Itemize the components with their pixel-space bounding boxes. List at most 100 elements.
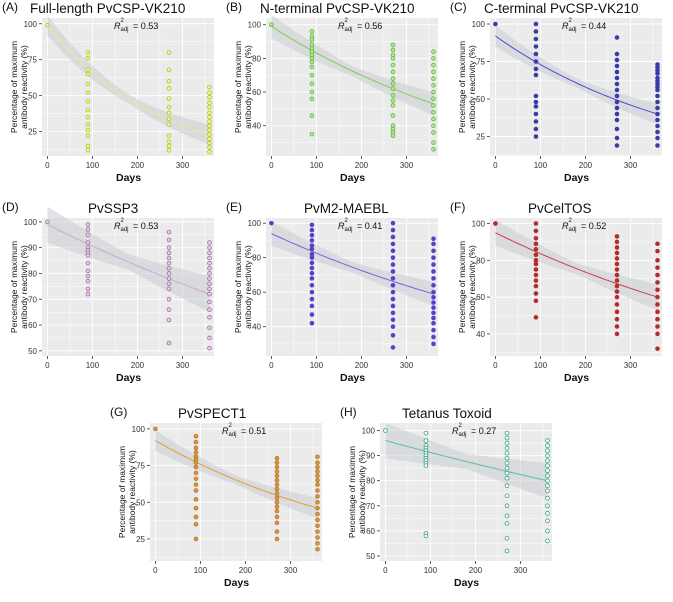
data-point bbox=[274, 486, 280, 492]
data-point bbox=[207, 140, 212, 146]
r2-sub: adj bbox=[120, 226, 129, 233]
data-point bbox=[655, 272, 660, 278]
data-point bbox=[315, 464, 320, 470]
data-point bbox=[493, 21, 498, 27]
data-point bbox=[315, 517, 320, 523]
data-point bbox=[207, 110, 212, 116]
x-tick-label: 0 bbox=[45, 161, 50, 170]
data-point bbox=[614, 69, 620, 75]
data-point bbox=[193, 505, 199, 511]
data-point bbox=[207, 325, 212, 330]
data-point bbox=[533, 298, 539, 304]
y-axis-label-line1: Percentage of maximum bbox=[233, 40, 243, 134]
data-point bbox=[533, 272, 539, 278]
data-point bbox=[85, 143, 91, 149]
r2-value: 0.44 bbox=[588, 21, 607, 31]
data-point bbox=[545, 438, 550, 443]
data-point bbox=[166, 67, 172, 73]
data-point bbox=[423, 533, 429, 539]
y-tick-label: 60 bbox=[252, 88, 261, 97]
data-point bbox=[431, 69, 436, 75]
r2-value: 0.27 bbox=[478, 426, 497, 436]
y-axis-label: Percentage of maximum antibody reactivity… bbox=[117, 427, 139, 557]
data-point bbox=[614, 294, 620, 300]
x-tick-label: 300 bbox=[514, 566, 528, 575]
data-point bbox=[533, 44, 539, 49]
r2-eq: = bbox=[130, 21, 141, 31]
r2-annotation: R 2 adj = 0.52 bbox=[562, 218, 606, 233]
r2-eq: = bbox=[130, 221, 141, 231]
data-point bbox=[274, 514, 280, 520]
data-point bbox=[614, 135, 620, 141]
y-tick-label: 80 bbox=[252, 254, 261, 263]
r2-sub: adj bbox=[120, 26, 129, 33]
data-point bbox=[390, 62, 396, 68]
data-point bbox=[193, 488, 199, 493]
y-axis-label: Percentage of maximum antibody reactivity… bbox=[233, 22, 255, 152]
data-point bbox=[315, 541, 320, 546]
data-point bbox=[533, 93, 539, 99]
data-point bbox=[207, 255, 212, 261]
data-point bbox=[533, 252, 539, 258]
data-point bbox=[614, 331, 620, 337]
data-point bbox=[504, 435, 510, 441]
data-point bbox=[166, 110, 172, 116]
data-point bbox=[166, 143, 172, 149]
data-point bbox=[274, 477, 280, 483]
data-point bbox=[655, 287, 660, 293]
data-point bbox=[390, 133, 396, 139]
data-point bbox=[309, 246, 315, 252]
data-point bbox=[533, 221, 539, 226]
r2-annotation: R 2 adj = 0.27 bbox=[452, 423, 497, 438]
data-point bbox=[431, 315, 436, 321]
data-point bbox=[431, 262, 436, 267]
data-point bbox=[545, 503, 550, 509]
data-point bbox=[545, 495, 550, 501]
x-tick-label: 0 bbox=[45, 361, 50, 370]
data-point bbox=[533, 241, 539, 247]
r2-symbol: R bbox=[114, 221, 121, 231]
r2-annotation: R 2 adj = 0.41 bbox=[338, 218, 382, 233]
data-point bbox=[533, 72, 539, 78]
data-point bbox=[274, 464, 280, 470]
data-point bbox=[655, 294, 660, 300]
data-point bbox=[504, 536, 510, 541]
x-tick-label: 200 bbox=[131, 361, 145, 370]
chart-title: N-terminal PvCSP-VK210 bbox=[260, 1, 415, 16]
data-point bbox=[45, 22, 50, 28]
data-point bbox=[431, 300, 436, 305]
data-point bbox=[614, 267, 620, 272]
data-point bbox=[614, 302, 620, 307]
data-point bbox=[431, 289, 436, 295]
y-tick-label: 70 bbox=[28, 295, 37, 304]
fit-line bbox=[385, 440, 548, 482]
data-point bbox=[85, 99, 91, 104]
x-axis-label: Days bbox=[564, 372, 590, 384]
data-point bbox=[504, 450, 510, 456]
data-point bbox=[390, 269, 396, 274]
data-point bbox=[193, 536, 199, 542]
data-point bbox=[533, 99, 539, 105]
data-point bbox=[193, 433, 199, 439]
data-point bbox=[193, 445, 199, 451]
data-point bbox=[166, 50, 172, 55]
y-tick-label: 100 bbox=[24, 20, 38, 29]
data-point bbox=[655, 302, 660, 307]
y-tick-label: 25 bbox=[28, 128, 37, 137]
chart-title: PvSSP3 bbox=[88, 201, 139, 216]
r2-value: 0.53 bbox=[140, 21, 159, 31]
data-point bbox=[315, 505, 320, 511]
y-tick-label: 100 bbox=[472, 20, 486, 29]
data-point bbox=[309, 96, 315, 102]
data-point bbox=[390, 93, 396, 98]
data-point bbox=[655, 265, 660, 270]
plot-area: 50 60 70 80 90 100 0 100 200 300 bbox=[362, 423, 552, 575]
data-point bbox=[431, 282, 436, 288]
data-point bbox=[166, 237, 172, 243]
r2-sup: 2 bbox=[568, 17, 572, 24]
panel-label: (A) bbox=[2, 0, 18, 14]
data-point bbox=[383, 428, 388, 433]
data-point bbox=[207, 149, 212, 154]
data-point bbox=[431, 103, 436, 108]
data-point bbox=[614, 111, 620, 117]
